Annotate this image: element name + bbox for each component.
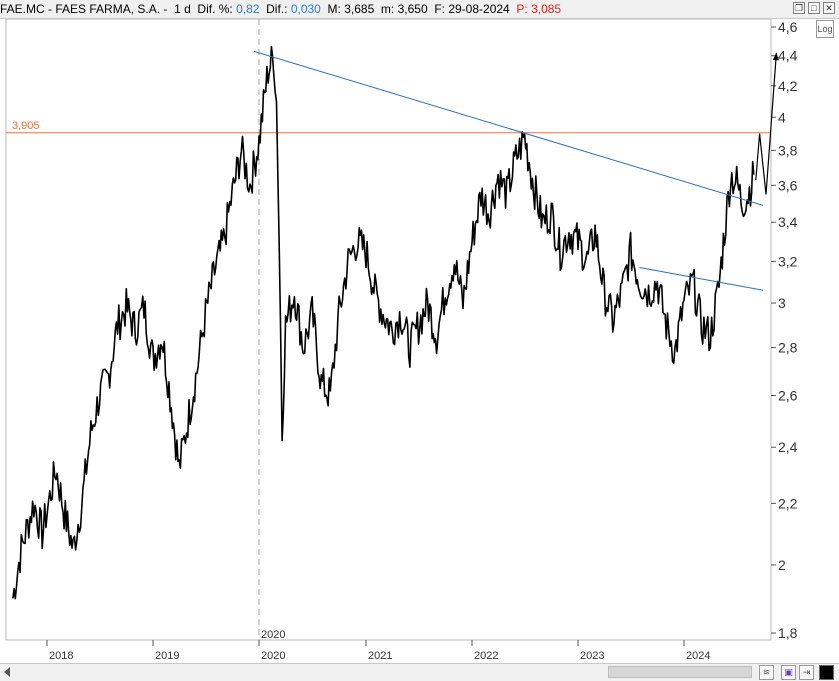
y-tick-label: 2,2 [778, 495, 798, 511]
black-square-icon[interactable] [819, 665, 834, 680]
window-controls: ❐ □ ✕ [793, 2, 835, 16]
max-label: M: [327, 2, 341, 16]
min-value: 3,650 [397, 2, 428, 16]
y-tick-label: 3 [778, 295, 786, 311]
dif-pct-label: Dif. %: [197, 2, 233, 16]
save-icon[interactable]: ▣ [781, 665, 796, 680]
company-name: FAES FARMA, S.A. [55, 2, 161, 16]
title-separator: - [44, 2, 56, 16]
y-tick-label: 4 [778, 109, 786, 125]
date-value: 29-08-2024 [448, 2, 510, 16]
pin-icon[interactable]: ⇥ [799, 665, 814, 680]
ticker-symbol: FAE.MC [0, 2, 45, 16]
y-tick-label: 3,2 [778, 253, 798, 269]
date-label: F: [434, 2, 445, 16]
chart-scrollbar: ≋ ▣ ⇥ [0, 663, 839, 681]
dif-pct-value: 0,82 [236, 2, 260, 16]
close-icon[interactable]: ✕ [823, 2, 835, 14]
max-value: 3,685 [344, 2, 375, 16]
period-label: 1 d [174, 2, 191, 16]
y-tick-label: 4,6 [778, 19, 798, 35]
projection-arrowhead [772, 52, 779, 61]
trendline [253, 50, 764, 206]
x-tick-label: 2022 [474, 650, 498, 662]
scroll-left-icon[interactable] [4, 667, 10, 677]
x-tick-label: 2023 [580, 650, 604, 662]
min-label: m: [380, 2, 395, 16]
restore-icon[interactable]: ❐ [793, 2, 805, 14]
y-tick-label: 3,4 [778, 214, 798, 230]
price-value: 3,085 [531, 2, 562, 16]
dif-value: 0,030 [290, 2, 321, 16]
x-tick-label: 2024 [686, 650, 710, 662]
y-tick-label: 4,2 [778, 78, 798, 94]
log-scale-button[interactable]: Log [816, 20, 834, 38]
chart-title-bar: FAE.MC - FAES FARMA, S.A. - 1 d Dif. %: … [0, 0, 839, 19]
price-label: P: [516, 2, 528, 16]
y-tick-label: 2,6 [778, 387, 798, 403]
price-chart: 1,8 2 2,2 2,4 2,6 2,8 3 3,2 3,4 3,6 3,8 4 4,2 4,4 4,6 2… [5, 19, 798, 662]
x-tick-label: 2018 [49, 650, 73, 662]
y-tick-label: 2,8 [778, 340, 798, 356]
x-tick-label: 2020 [261, 650, 285, 662]
y-tick-label: 3,8 [778, 142, 798, 158]
y-tick-label: 2 [778, 557, 786, 573]
maximize-icon[interactable]: □ [808, 2, 820, 14]
projection-path [755, 52, 777, 195]
price-series-line [12, 45, 755, 600]
x-tick-label: 2019 [155, 650, 179, 662]
trendline [639, 266, 764, 291]
title-separator: - [160, 2, 171, 16]
horizontal-level-label: 3,905 [12, 120, 40, 132]
y-tick-label: 1,8 [778, 625, 798, 641]
zigzag-icon[interactable]: ≋ [759, 665, 774, 680]
x-tick-label: 2021 [368, 650, 392, 662]
scroll-thumb[interactable] [608, 666, 752, 678]
dif-label: Dif.: [266, 2, 288, 16]
y-tick-label: 2,4 [778, 439, 798, 455]
y-tick-label: 3,6 [778, 177, 798, 193]
y-tick-label: 4,4 [778, 48, 798, 64]
vertical-marker-label: 2020 [261, 629, 285, 641]
